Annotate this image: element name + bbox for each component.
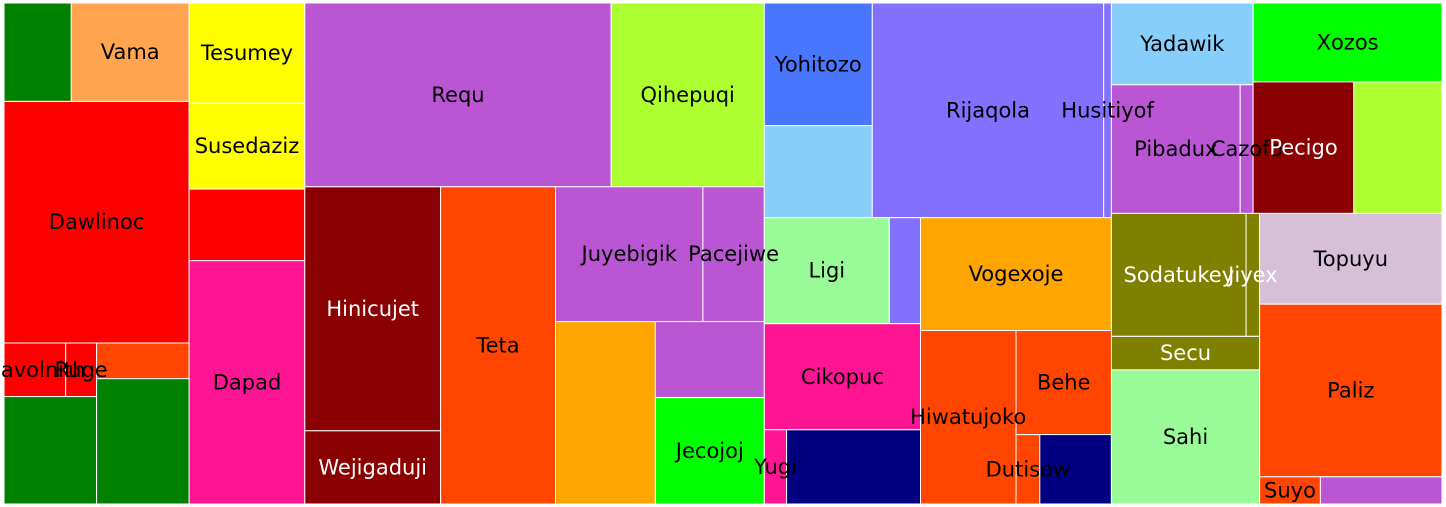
treemap-label: Susedaziz	[195, 134, 300, 158]
treemap-label: Paliz	[1327, 379, 1374, 403]
treemap-cell	[888, 217, 921, 325]
treemap-cell	[1039, 434, 1112, 505]
treemap-cell	[304, 186, 442, 432]
treemap-cell	[920, 217, 1112, 331]
treemap-cell	[3, 100, 190, 344]
treemap-label: Requ	[431, 83, 484, 107]
treemap-cell	[96, 342, 190, 380]
treemap-cell	[702, 186, 765, 323]
treemap-cell	[763, 323, 921, 431]
treemap-cell	[786, 429, 921, 505]
treemap-cell	[763, 2, 873, 127]
treemap-cell	[1110, 369, 1261, 505]
treemap-label: Wejigaduji	[318, 455, 427, 479]
treemap-cell	[1110, 2, 1254, 86]
treemap-label: Qavolnith	[0, 358, 86, 382]
treemap-cell	[654, 321, 765, 399]
treemap-label: Rijaqola	[946, 98, 1030, 122]
treemap-label: Pecigo	[1269, 136, 1337, 160]
treemap-cell	[1110, 335, 1261, 371]
treemap-cell	[610, 2, 765, 188]
treemap-cell	[1110, 212, 1247, 337]
treemap-cell	[555, 321, 656, 505]
treemap-cell	[1259, 303, 1443, 478]
treemap-cell	[188, 102, 306, 190]
treemap-cell	[871, 2, 1105, 219]
treemap-label: Ruge	[54, 358, 107, 382]
treemap-label: Husitiyof	[1061, 98, 1154, 122]
treemap-label: Dapad	[213, 370, 282, 394]
treemap-label: Yugi	[753, 455, 797, 479]
treemap-cell	[920, 330, 1017, 505]
treemap-label: Juyebigik	[580, 242, 678, 266]
treemap-label: Dutisow	[986, 457, 1071, 481]
treemap-label: Behe	[1037, 371, 1091, 395]
treemap-label: Vogexoje	[969, 262, 1064, 286]
treemap-cell	[3, 396, 98, 505]
treemap-label: Sahi	[1163, 425, 1208, 449]
treemap-cell	[1015, 330, 1112, 436]
treemap-label: Teta	[475, 333, 519, 357]
treemap-labels: Vama Dawlinoc QavolnithRuge Tesumey Susedazi…	[0, 31, 1388, 503]
treemap-label: Topuyu	[1313, 247, 1388, 271]
treemap-label: Ligi	[808, 259, 845, 283]
treemap-cell	[188, 188, 306, 262]
treemap-label: Yohitozo	[774, 52, 862, 76]
treemap-cell	[1319, 476, 1443, 505]
treemap-label: Cazofo	[1211, 137, 1283, 161]
treemap-cell	[1353, 81, 1443, 214]
treemap-label: Tesumey	[200, 41, 293, 65]
treemap-label: Jecojoj	[674, 439, 744, 463]
treemap-label: Pacejiwe	[688, 242, 779, 266]
treemap-cell	[654, 397, 765, 505]
treemap-cell	[304, 430, 442, 505]
treemap-label: Sodatukey	[1123, 263, 1234, 287]
treemap-label: Xozos	[1317, 31, 1379, 55]
treemap-cell	[304, 2, 612, 188]
treemap-label: Yadawik	[1139, 32, 1225, 56]
treemap-cell	[555, 186, 704, 323]
treemap-cell	[70, 2, 190, 102]
treemap-label: Qihepuqi	[640, 83, 734, 107]
treemap-label: Cikopuc	[801, 365, 884, 389]
treemap-label: Hiwatujoko	[910, 405, 1026, 429]
treemap-label: Dawlinoc	[49, 210, 145, 234]
treemap-label: Jiyex	[1226, 263, 1277, 287]
treemap-label: Hinicujet	[326, 297, 419, 321]
treemap-label: Suyo	[1264, 478, 1316, 502]
treemap-label: Secu	[1160, 341, 1211, 365]
treemap-cell	[763, 125, 873, 219]
treemap-label: Vama	[101, 40, 160, 64]
treemap-cell	[763, 217, 890, 325]
treemap-cell	[440, 186, 557, 505]
treemap-cell	[1252, 2, 1443, 83]
treemap-cells	[3, 2, 1443, 505]
treemap-cell	[188, 260, 306, 505]
treemap-cell	[1259, 212, 1443, 305]
treemap-cell	[3, 2, 72, 102]
treemap-cell	[96, 378, 190, 505]
treemap-label: Pibadux	[1134, 137, 1217, 161]
